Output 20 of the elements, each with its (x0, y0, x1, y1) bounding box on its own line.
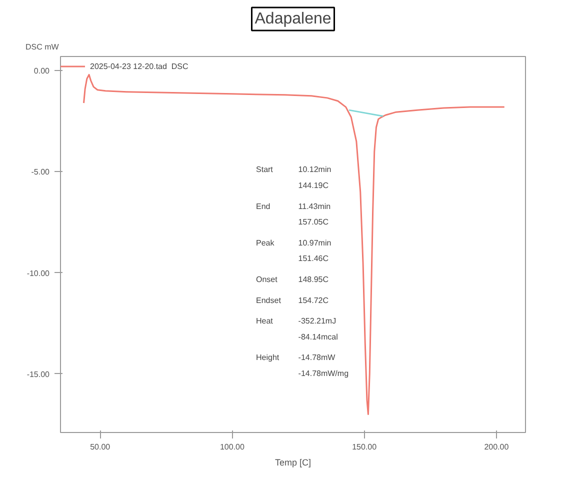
text: Heat -352.21mJ -84.14mcal (256, 316, 338, 342)
y-tick-label: -15.00 (26, 370, 50, 379)
chart-title: Adapalene (254, 10, 332, 28)
x-tick-label: 100.00 (220, 442, 246, 452)
x-tick-label: 150.00 (352, 442, 378, 452)
line-series (83, 74, 506, 416)
x-tick-label: 50.00 (90, 442, 111, 452)
y-tick-label: 0.00 (34, 66, 50, 76)
legend-label: 2025-04-23 12-20.tad DSC (90, 62, 188, 70)
x-axis-title: Temp [C] (274, 458, 312, 468)
y-tick-label: -5.00 (31, 168, 50, 177)
text: Height -14.78mW -14.78mW/mg (256, 353, 349, 378)
x-tick-label: 200.00 (484, 442, 510, 452)
text: End 11.43min 157.05C (256, 202, 331, 227)
y-tick-label: -10.00 (26, 268, 50, 278)
y-axis-title: DSC mW (26, 42, 60, 52)
text: Endset 154.72C (256, 296, 329, 305)
text: Peak 10.97min 151.46C (256, 238, 332, 264)
text: Onset 148.95C (256, 274, 329, 284)
text: Start 10.12min 144.19C (256, 165, 332, 190)
